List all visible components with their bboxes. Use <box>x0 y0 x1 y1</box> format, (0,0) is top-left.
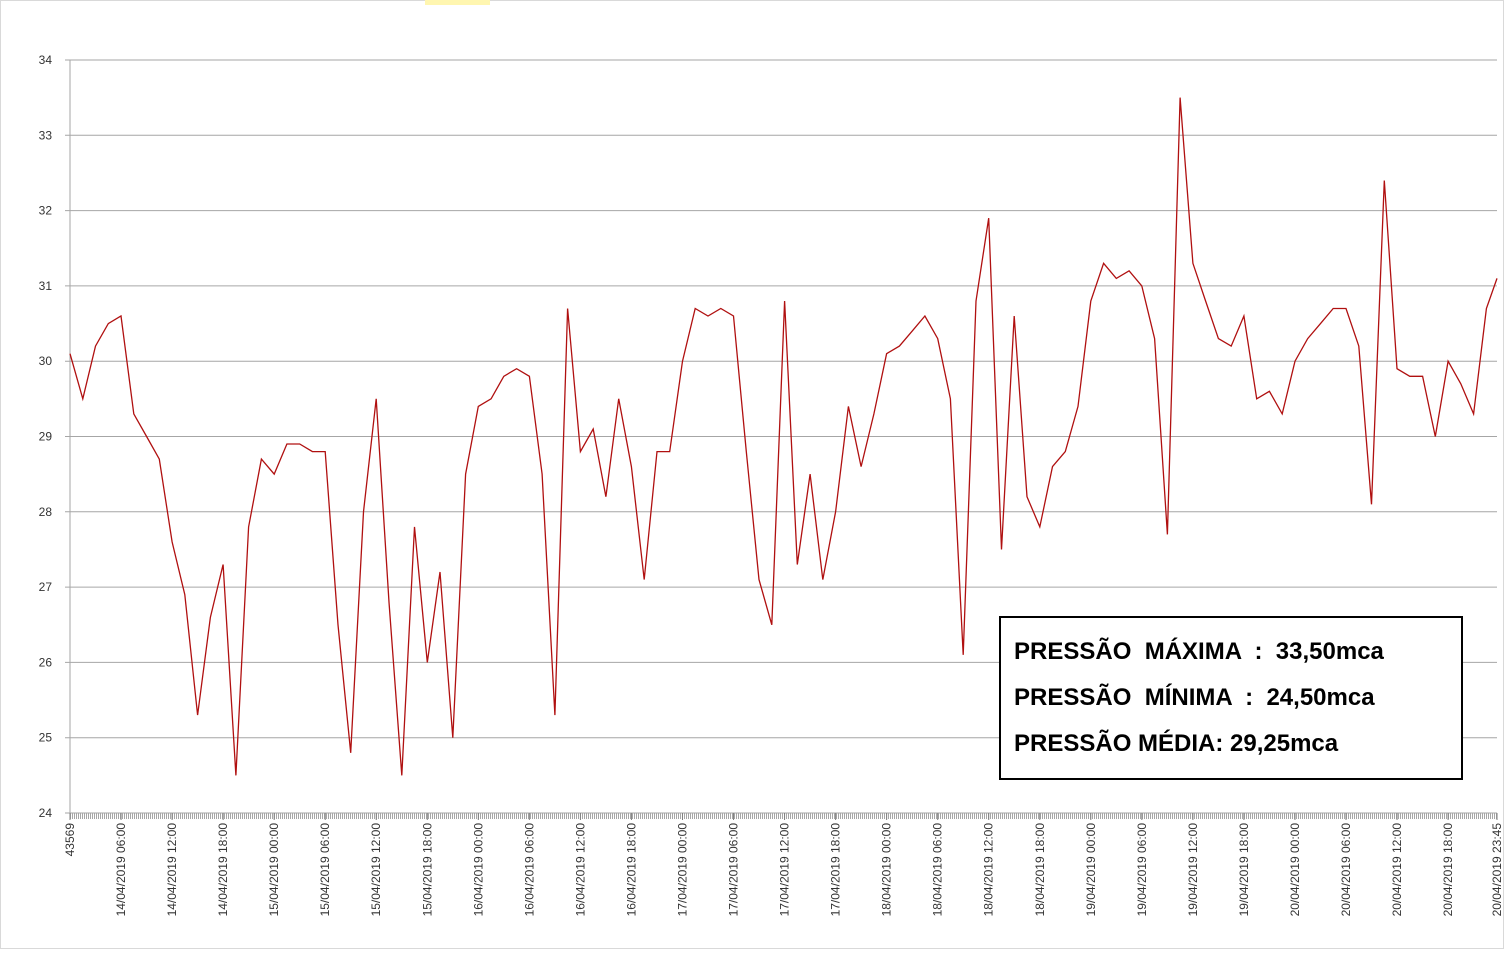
y-tick-label: 27 <box>39 580 53 594</box>
x-tick-label: 16/04/2019 00:00 <box>471 823 485 917</box>
y-tick-label: 31 <box>39 279 53 293</box>
x-tick-label: 14/04/2019 12:00 <box>165 823 179 917</box>
x-tick-label: 17/04/2019 00:00 <box>675 823 689 917</box>
y-tick-label: 28 <box>39 505 53 519</box>
highlight <box>425 0 490 5</box>
x-tick-label: 20/04/2019 23:45 <box>1490 823 1504 917</box>
y-tick-label: 34 <box>39 53 53 67</box>
line <box>69 97 1498 776</box>
x-tick-label: 20/04/2019 12:00 <box>1390 823 1404 917</box>
y-tick-label: 26 <box>39 655 53 669</box>
annotation: PRESSÃO MÉDIA: 29,25mca <box>1014 729 1339 757</box>
x-tick-label: 15/04/2019 00:00 <box>267 823 281 917</box>
x-tick-label: 16/04/2019 18:00 <box>624 823 638 917</box>
x-tick-label: 43569 <box>63 823 77 857</box>
x-tick-label: 20/04/2019 06:00 <box>1339 823 1353 917</box>
x-tick-label: 18/04/2019 18:00 <box>1033 823 1047 917</box>
annotation-box <box>999 616 1463 780</box>
x-tick-label: 18/04/2019 06:00 <box>931 823 945 917</box>
x-tick-label: 14/04/2019 06:00 <box>114 823 128 917</box>
x-tick-label: 16/04/2019 06:00 <box>522 823 536 917</box>
x-tick-label: 19/04/2019 06:00 <box>1135 823 1149 917</box>
y-tick-label: 24 <box>39 806 53 820</box>
x-tick-label: 20/04/2019 00:00 <box>1288 823 1302 917</box>
annotation: PRESSÃO MÍNIMA : 24,50mca <box>1014 683 1375 711</box>
x-tick-label: 19/04/2019 18:00 <box>1237 823 1251 917</box>
x-tick-label: 20/04/2019 18:00 <box>1441 823 1455 917</box>
annotation: PRESSÃO MÁXIMA : 33,50mca <box>1014 637 1385 665</box>
y-tick-label: 29 <box>39 430 53 444</box>
x-tick-label: 19/04/2019 12:00 <box>1186 823 1200 917</box>
x-tick-label: 17/04/2019 12:00 <box>778 823 792 917</box>
y-tick-label: 30 <box>39 354 53 368</box>
x-tick-label: 18/04/2019 12:00 <box>982 823 996 917</box>
x-tick-label: 17/04/2019 06:00 <box>727 823 741 917</box>
x-tick-label: 15/04/2019 06:00 <box>318 823 332 917</box>
x-tick-label: 19/04/2019 00:00 <box>1084 823 1098 917</box>
x-tick-label: 16/04/2019 12:00 <box>573 823 587 917</box>
y-tick-label: 25 <box>39 731 53 745</box>
x-tick-label: 15/04/2019 18:00 <box>420 823 434 917</box>
y-tick-label: 32 <box>39 204 53 218</box>
x-tick-label: 17/04/2019 18:00 <box>829 823 843 917</box>
x-tick-label: 14/04/2019 18:00 <box>216 823 230 917</box>
x-tick-label: 18/04/2019 00:00 <box>880 823 894 917</box>
x-tick-label: 15/04/2019 12:00 <box>369 823 383 917</box>
y-tick-label: 33 <box>39 128 53 142</box>
